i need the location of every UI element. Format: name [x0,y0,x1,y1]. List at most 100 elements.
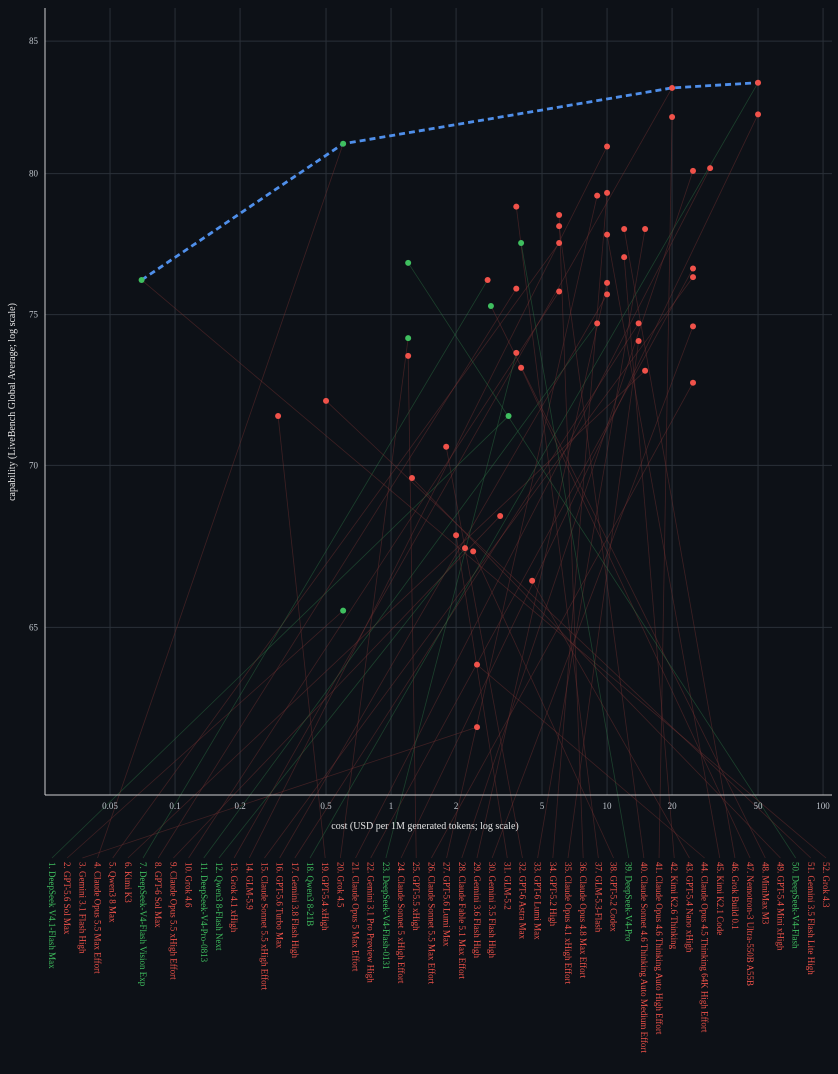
closed-model-point [690,323,697,330]
model-label: 25. GPT-5.5 xHigh [411,862,421,931]
connector-line [157,288,517,859]
connector-line [82,726,478,859]
connector-line [203,323,598,859]
closed-model-point [604,143,611,150]
closed-model-point [635,320,642,327]
connector-line [385,352,517,859]
closed-model-point [513,285,520,292]
open-model-point [405,259,412,266]
model-label: 10. Grok 4.6 [184,862,194,908]
model-label: 30. Gemini 3.5 Flash High [487,862,497,958]
connector-line [606,234,721,859]
connector-line [491,326,694,859]
model-label: 45. Kimi K2.1 Code [715,862,725,935]
grid-lines [45,8,832,795]
closed-model-point [604,279,611,286]
connector-line [531,580,690,859]
model-label: 48. MiniMax M3 [760,862,770,925]
model-label: 27. GPT-5.6 Lumi Max [442,862,452,947]
model-label: 5. Qwen3 8 Max [108,862,118,923]
model-label: 50. DeepSeek-V4-Flash [791,862,801,949]
model-label: 37. GLM-5.3-Flash [593,862,603,933]
model-label: 13. Grok 4.1 xHigh [229,862,239,933]
closed-model-point [556,212,563,219]
connector-line [407,355,417,859]
connector-line [658,117,673,859]
model-label: 33. GPT-6 Lumi Max [533,862,543,940]
model-label: 51. Gemini 3.5 Flash Lite High [806,862,816,975]
x-tick-label: 5 [540,801,545,811]
closed-model-point [690,265,697,272]
model-label: 2. GPT-5.6 Sol Max [62,862,72,935]
x-axis-title: cost (USD per 1M generated tokens; log s… [331,821,518,832]
connector-line [264,276,694,859]
closed-model-point [556,288,563,295]
connector-line [127,370,646,859]
closed-model-point [755,79,762,86]
connector-line [97,143,344,859]
y-tick-label: 75 [29,310,39,320]
closed-model-point [642,367,649,374]
closed-model-point [669,84,676,91]
closed-model-point [474,661,481,668]
connector-line [623,228,736,859]
model-label: 8. GPT-6 Sol Max [153,862,163,928]
y-tick-label: 80 [29,169,39,179]
model-label: 36. Claude Opus 4.8 Max Effort [578,862,588,979]
connector-line [309,82,759,859]
closed-model-point [556,223,563,230]
x-tick-labels: 0.05 0.1 0.2 0.5 1 2 5 10 20 50 100 [102,801,830,811]
connector-line [623,257,675,859]
closed-model-point [594,320,601,327]
closed-model-point [642,225,649,232]
model-label: 49. GPT-5.4 Mini xHigh [775,862,785,951]
model-label: 52. Grok 4.3 [821,862,831,908]
connector-line [370,268,694,859]
connector-line [552,192,608,859]
axes [44,8,832,796]
model-label: 28. Claude Fable 5.1 Max Effort [457,862,467,980]
connector-line [520,367,751,859]
closed-model-point [604,231,611,238]
connector-line [400,114,759,859]
model-label: 41. Claude Opus 4.6 Thinking Auto High E… [654,862,664,1035]
closed-model-point [690,274,697,281]
closed-model-point [594,192,601,199]
connector-line [476,282,608,859]
model-label: 22. Gemini 3.1 Pro Preview High [366,862,376,983]
y-tick-label: 70 [29,460,39,470]
connector-line [248,146,608,859]
closed-model-point [755,111,762,118]
closed-model-point [513,349,520,356]
pareto-frontier-line [140,81,759,282]
open-model-point [405,335,412,342]
closed-model-point [453,532,460,539]
model-label: 16. GPT-5.6 Turbo Max [275,862,285,949]
connector-line [233,87,673,859]
y-tick-label: 85 [29,36,39,46]
connector-line [445,446,523,859]
model-label: 26. Claude Sonnet 5.5 Max Effort [426,862,436,985]
model-label: 23. DeepSeek-V4-Flash-0131 [381,862,391,969]
connector-line [142,279,488,859]
connector-line [476,664,705,859]
model-label: 15. Claude Sonnet 5.5 xHigh Effort [259,862,269,991]
closed-model-point [443,443,450,450]
y-tick-label: 65 [29,622,39,632]
x-tick-label: 10 [603,801,613,811]
model-label: 38. GPT-5.2 Codex [609,862,619,932]
x-tick-label: 2 [454,801,459,811]
open-model-point [138,276,145,283]
closed-model-point [323,397,330,404]
connector-line [66,610,344,859]
connector-line [51,415,509,859]
model-labels: 1. DeepSeek V4.1-Flash Max 2. GPT-5.6 Sol… [47,862,831,1053]
open-model-point [505,413,512,420]
model-label: 47. Nemotron-3 Ultra-550B A55B [745,862,755,986]
connector-line [567,340,640,859]
closed-model-point [621,225,628,232]
data-points [138,79,762,731]
closed-model-point [484,276,491,283]
